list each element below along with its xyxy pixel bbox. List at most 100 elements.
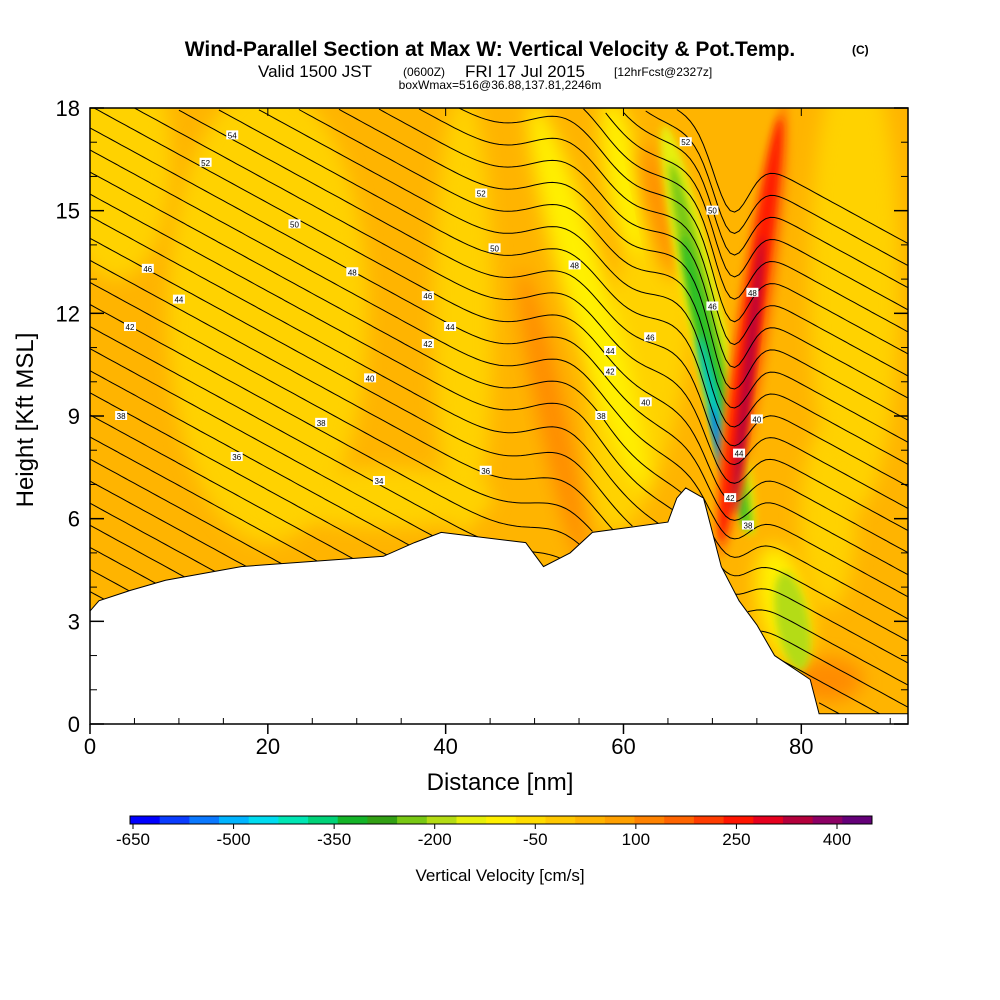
contour-label-text: 36 xyxy=(232,453,241,462)
y-tick-label: 12 xyxy=(56,301,80,326)
y-axis-label: Height [Kft MSL] xyxy=(12,333,39,508)
colorbar-segment xyxy=(367,816,397,824)
x-tick-label: 40 xyxy=(433,734,457,759)
theta-contour-label: 50 xyxy=(289,219,301,229)
colorbar-tick-label: -50 xyxy=(523,830,548,849)
colorbar-segment xyxy=(635,816,665,824)
contour-label-text: 42 xyxy=(606,368,615,377)
contour-label-text: 52 xyxy=(681,138,690,147)
colorbar-segment xyxy=(575,816,605,824)
theta-contour-label: 38 xyxy=(115,411,127,421)
chart-title: Wind-Parallel Section at Max W: Vertical… xyxy=(185,38,796,61)
colorbar-segment xyxy=(249,816,279,824)
theta-contour-label: 54 xyxy=(226,130,238,140)
gold-lee-band xyxy=(800,429,856,609)
theta-contour-label: 46 xyxy=(422,291,434,301)
gold-band-west xyxy=(62,39,172,279)
y-tick-label: 6 xyxy=(68,507,80,532)
theta-contour-label: 50 xyxy=(706,206,718,216)
theta-contour-label: 48 xyxy=(346,267,358,277)
colorbar-tick-label: 250 xyxy=(722,830,750,849)
colorbar-segment xyxy=(338,816,368,824)
contour-label-text: 46 xyxy=(423,292,432,301)
contour-label-text: 42 xyxy=(726,494,735,503)
theta-contour-label: 44 xyxy=(604,346,616,356)
contour-label-text: 48 xyxy=(748,289,757,298)
colorbar-tick-label: -500 xyxy=(217,830,251,849)
copyright-mark: (C) xyxy=(852,43,869,57)
theta-contour-label: 42 xyxy=(124,322,136,332)
contour-label-text: 48 xyxy=(570,261,579,270)
y-tick-label: 15 xyxy=(56,199,80,224)
colorbar-segment xyxy=(160,816,190,824)
colorbar-tick-label: -350 xyxy=(317,830,351,849)
theta-contour-label: 34 xyxy=(373,476,385,486)
theta-contour-label: 46 xyxy=(706,301,718,311)
contour-label-text: 44 xyxy=(446,323,455,332)
colorbar-segment xyxy=(813,816,843,824)
plot-area: 54 52 50 46 44 42 48 52 50 46 44 42 40 38 38 36 36 34 48 44… xyxy=(62,39,908,724)
contour-label-text: 50 xyxy=(290,220,299,229)
contour-label-text: 38 xyxy=(597,412,606,421)
valid-time-zulu: (0600Z) xyxy=(403,65,445,79)
contour-label-text: 52 xyxy=(201,159,210,168)
y-tick-label: 9 xyxy=(68,404,80,429)
theta-contour-label: 42 xyxy=(422,339,434,349)
forecast-info: [12hrFcst@2327z] xyxy=(614,65,712,79)
contour-label-text: 36 xyxy=(481,467,490,476)
colorbar-segment xyxy=(783,816,813,824)
colorbar-tick-label: -650 xyxy=(116,830,150,849)
colorbar-segment xyxy=(546,816,576,824)
colorbar: -650 -500 -350 -200 -50 100 250 400 xyxy=(116,816,873,849)
theta-contour-label: 40 xyxy=(364,373,376,383)
theta-contour-label: 36 xyxy=(231,452,243,462)
vertical-section-chart: Wind-Parallel Section at Max W: Vertical… xyxy=(0,0,1000,1000)
colorbar-segment xyxy=(308,816,338,824)
theta-contour-label: 50 xyxy=(489,243,501,253)
contour-label-text: 50 xyxy=(708,207,717,216)
theta-contour-label: 44 xyxy=(173,295,185,305)
theta-contour-label: 40 xyxy=(751,414,763,424)
x-tick-label: 60 xyxy=(611,734,635,759)
colorbar-segment xyxy=(130,816,160,824)
contour-label-text: 42 xyxy=(423,340,432,349)
theta-contour-label: 44 xyxy=(733,449,745,459)
colorbar-segment xyxy=(605,816,635,824)
theta-contour-label: 46 xyxy=(142,264,154,274)
colorbar-segment xyxy=(516,816,546,824)
theta-contour-label: 46 xyxy=(644,332,656,342)
colorbar-segment xyxy=(219,816,249,824)
contour-label-text: 46 xyxy=(708,302,717,311)
y-tick-label: 0 xyxy=(68,712,80,737)
theta-contour-label: 42 xyxy=(724,493,736,503)
theta-contour-label: 38 xyxy=(315,418,327,428)
y-tick-label: 18 xyxy=(56,96,80,121)
colorbar-segment xyxy=(724,816,754,824)
contour-label-text: 38 xyxy=(317,419,326,428)
colorbar-tick-label: 100 xyxy=(622,830,650,849)
contour-label-text: 38 xyxy=(744,522,753,531)
contour-label-text: 40 xyxy=(641,398,650,407)
contour-label-text: 40 xyxy=(752,415,761,424)
colorbar-segment xyxy=(189,816,219,824)
colorbar-segment xyxy=(278,816,308,824)
theta-contour-label: 42 xyxy=(604,367,616,377)
contour-label-text: 46 xyxy=(143,265,152,274)
contour-label-text: 38 xyxy=(117,412,126,421)
colorbar-tick-label: 400 xyxy=(823,830,851,849)
theta-contour-label: 40 xyxy=(640,397,652,407)
chart-header: Wind-Parallel Section at Max W: Vertical… xyxy=(185,38,869,92)
theta-contour-label: 38 xyxy=(595,411,607,421)
colorbar-segment xyxy=(694,816,724,824)
x-tick-label: 80 xyxy=(789,734,813,759)
theta-contour-label: 48 xyxy=(569,260,581,270)
valid-time: Valid 1500 JST xyxy=(258,62,372,81)
x-tick-label: 20 xyxy=(256,734,280,759)
colorbar-label: Vertical Velocity [cm/s] xyxy=(415,866,584,885)
theta-contour-label: 38 xyxy=(742,521,754,531)
contour-label-text: 44 xyxy=(174,296,183,305)
contour-label-text: 44 xyxy=(606,347,615,356)
contour-label-text: 46 xyxy=(646,333,655,342)
theta-contour-label: 44 xyxy=(444,322,456,332)
colorbar-segment xyxy=(486,816,516,824)
